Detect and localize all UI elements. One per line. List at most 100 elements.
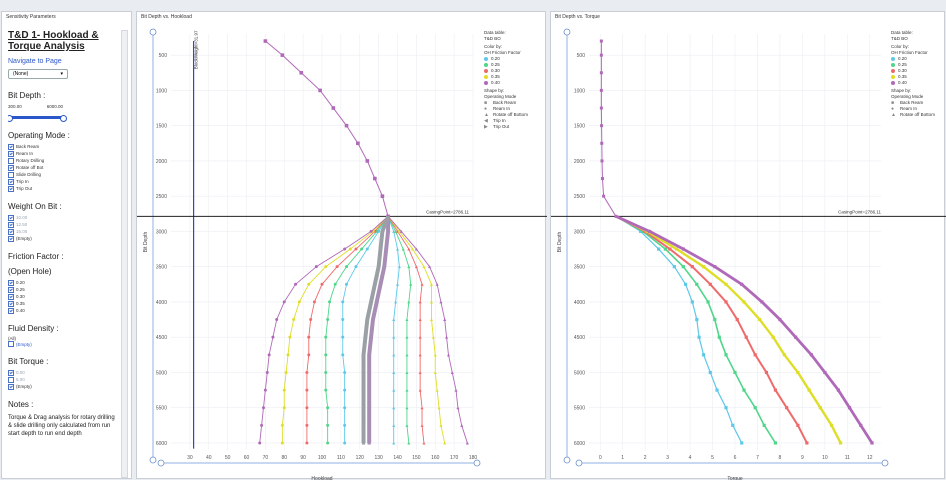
data-point-circle xyxy=(282,300,286,304)
fluid-range-box[interactable] xyxy=(8,341,14,347)
legend-color-item[interactable]: 0.25 xyxy=(891,62,945,68)
checkbox-icon[interactable] xyxy=(8,178,14,185)
data-point-circle xyxy=(365,247,369,251)
data-point-triangle xyxy=(397,229,401,233)
horizontal-slider-handle-left[interactable] xyxy=(157,459,165,467)
legend-shape-item[interactable]: ▶ Trip Out xyxy=(484,124,544,130)
checkbox-icon[interactable] xyxy=(8,307,14,314)
wob-option-label: (Empty) xyxy=(16,236,32,241)
friction-option-label: 0.25 xyxy=(16,287,25,292)
operating-mode-option-label: Slide Drilling xyxy=(16,172,42,177)
legend-shape-item[interactable]: ● Ream In xyxy=(484,106,544,112)
bit-depth-slider[interactable] xyxy=(8,111,67,122)
bit-torque-checkbox[interactable]: (Empty) xyxy=(8,383,118,390)
legend-shape-item[interactable]: ▲ Rotate off Bottom xyxy=(891,112,945,118)
data-point-circle xyxy=(343,247,347,251)
checkbox-icon[interactable] xyxy=(8,383,14,390)
data-point-triangle xyxy=(414,247,418,251)
legend-color-item[interactable]: 0.30 xyxy=(484,68,544,74)
series-line xyxy=(325,216,389,443)
data-point-triangle xyxy=(405,388,409,392)
checkbox-icon[interactable] xyxy=(8,300,14,307)
checkbox-icon[interactable] xyxy=(8,214,14,221)
legend-color-item[interactable]: 0.40 xyxy=(891,80,945,86)
data-point-triangle xyxy=(418,353,422,357)
legend-color-item[interactable]: 0.25 xyxy=(484,62,544,68)
vertical-slider-handle-bottom[interactable] xyxy=(149,456,157,464)
legend-color-item[interactable]: 0.35 xyxy=(484,74,544,80)
friction-checkbox[interactable]: 0.20 xyxy=(8,279,118,286)
bit-depth-max[interactable]: 6000.00 xyxy=(46,104,63,109)
legend-color-item[interactable]: 0.40 xyxy=(484,80,544,86)
legend-shape-item[interactable]: ● Ream In xyxy=(891,106,945,112)
checkbox-icon[interactable] xyxy=(8,369,14,376)
slider-handle-max[interactable] xyxy=(60,115,67,122)
bit-depth-min[interactable]: 300.00 xyxy=(8,104,22,109)
data-point-triangle xyxy=(409,282,413,286)
vertical-slider-handle-top[interactable] xyxy=(563,28,571,36)
navigate-select[interactable]: (None) ▾ xyxy=(8,69,68,79)
data-point-square xyxy=(602,194,606,198)
torque-chart[interactable]: 0 1 2 3 4 5 6 7 8 9 10 11 12500100015002000250030003… xyxy=(551,12,946,480)
legend-shape-item[interactable]: ▲ Rotate off Bottom xyxy=(484,112,544,118)
horizontal-slider-handle-right[interactable] xyxy=(881,459,889,467)
data-point-triangle xyxy=(407,265,411,269)
series-line xyxy=(259,215,389,443)
data-point-circle xyxy=(307,353,311,357)
friction-checkbox[interactable]: 0.40 xyxy=(8,307,118,314)
legend-color-item[interactable]: 0.35 xyxy=(891,74,945,80)
series-line xyxy=(361,215,390,443)
checkbox-icon[interactable] xyxy=(8,171,14,178)
vertical-slider-handle-bottom[interactable] xyxy=(563,456,571,464)
data-point-triangle xyxy=(429,300,433,304)
legend-shape-item[interactable]: ■ Back Ream xyxy=(891,100,945,106)
legend-color-item[interactable]: 0.20 xyxy=(891,56,945,62)
horizontal-slider-handle-right[interactable] xyxy=(473,459,481,467)
checkbox-icon[interactable] xyxy=(8,143,14,150)
checkbox-icon[interactable] xyxy=(8,150,14,157)
wob-checkbox[interactable]: 15.00 xyxy=(8,228,118,235)
sidebar-scrollbar[interactable] xyxy=(121,30,128,478)
friction-checkbox[interactable]: 0.30 xyxy=(8,293,118,300)
operating-mode-checkbox[interactable]: Slide Drilling xyxy=(8,171,118,178)
checkbox-icon[interactable] xyxy=(8,228,14,235)
y-tick-label: 3500 xyxy=(574,265,585,271)
operating-mode-checkbox[interactable]: Trip Out xyxy=(8,185,118,192)
square-icon: ■ xyxy=(484,100,488,106)
operating-mode-checkbox[interactable]: Rotary Drilling xyxy=(8,157,118,164)
legend-color-item[interactable]: 0.30 xyxy=(891,68,945,74)
fluid-range[interactable]: (Empty) xyxy=(8,341,118,347)
hookload-chart[interactable]: 30 40 50 60 70 80 90 100 110 120 130 140 150 160 170 18… xyxy=(137,12,547,480)
checkbox-icon[interactable] xyxy=(8,286,14,293)
vertical-slider-handle-top[interactable] xyxy=(149,28,157,36)
data-point-square xyxy=(369,300,373,304)
slider-handle-min[interactable] xyxy=(8,115,13,122)
checkbox-icon[interactable] xyxy=(8,157,14,164)
bit-torque-checkbox[interactable]: 0.00 xyxy=(8,369,118,376)
friction-checkbox[interactable]: 0.25 xyxy=(8,286,118,293)
bit-torque-checkbox[interactable]: 5.00 xyxy=(8,376,118,383)
operating-mode-checkbox[interactable]: Trip In xyxy=(8,178,118,185)
wob-checkbox[interactable]: (Empty) xyxy=(8,235,118,242)
wob-checkbox[interactable]: 10.00 xyxy=(8,214,118,221)
friction-checkbox[interactable]: 0.35 xyxy=(8,300,118,307)
wob-list: 10.00 12.50 15.00 (Empty) xyxy=(8,214,118,242)
legend-shape-item[interactable]: ◀ Trip In xyxy=(484,118,544,124)
checkbox-icon[interactable] xyxy=(8,279,14,286)
data-point-circle xyxy=(343,388,347,392)
legend-color-item[interactable]: 0.20 xyxy=(484,56,544,62)
legend-shape-item[interactable]: ■ Back Ream xyxy=(484,100,544,106)
operating-mode-checkbox[interactable]: Ream In xyxy=(8,150,118,157)
wob-checkbox[interactable]: 12.50 xyxy=(8,221,118,228)
operating-mode-checkbox[interactable]: Back Ream xyxy=(8,143,118,150)
checkbox-icon[interactable] xyxy=(8,185,14,192)
checkbox-icon[interactable] xyxy=(8,221,14,228)
checkbox-icon[interactable] xyxy=(8,164,14,171)
operating-mode-checkbox[interactable]: Rotate off Bot xyxy=(8,164,118,171)
checkbox-icon[interactable] xyxy=(8,376,14,383)
checkbox-icon[interactable] xyxy=(8,235,14,242)
checkbox-icon[interactable] xyxy=(8,293,14,300)
horizontal-slider-handle-left[interactable] xyxy=(575,459,583,467)
y-axis-label: Bit Depth xyxy=(143,232,149,253)
x-tick-label: 150 xyxy=(412,455,421,461)
